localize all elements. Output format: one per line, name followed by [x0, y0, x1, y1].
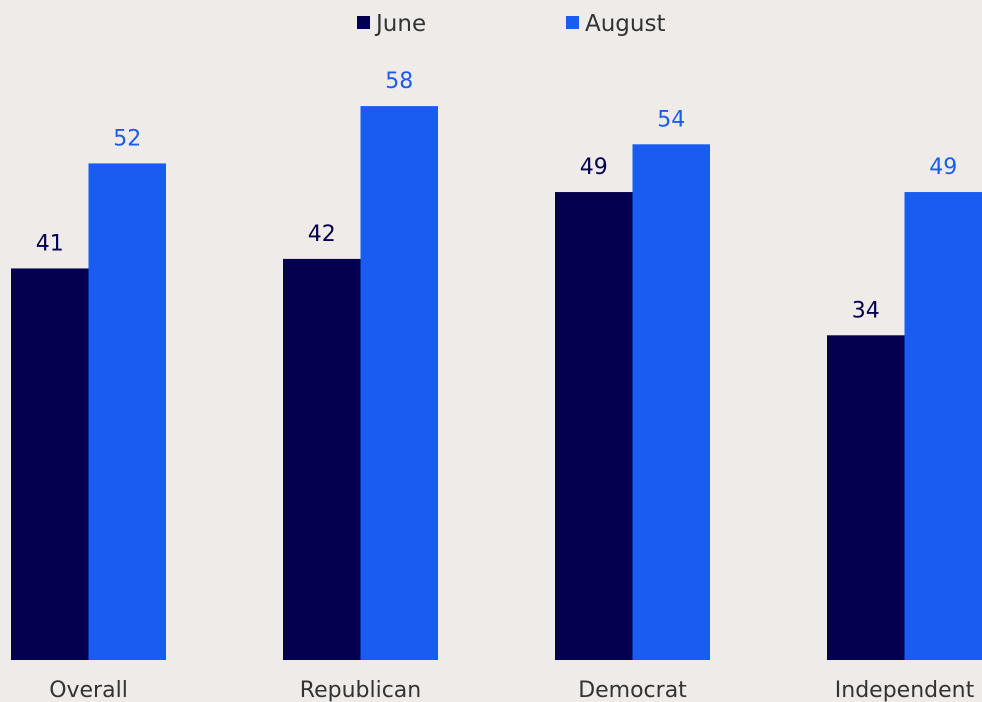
value-label-democrat-june: 49: [580, 155, 608, 180]
value-label-independent-august: 49: [929, 155, 957, 180]
bar-democrat-august: [632, 144, 710, 661]
category-label-democrat: Democrat: [578, 678, 687, 702]
legend-label-august: August: [585, 11, 666, 37]
bar-independent-june: [827, 335, 905, 660]
bar-overall-august: [88, 163, 166, 660]
value-label-overall-june: 41: [36, 231, 64, 256]
value-label-overall-august: 52: [113, 126, 141, 151]
value-label-republican-august: 58: [385, 69, 413, 94]
bars: [11, 106, 982, 661]
legend: June August: [357, 11, 666, 37]
value-labels: 41 52 42 58 49 54 34 49: [36, 69, 958, 323]
value-label-independent-june: 34: [852, 298, 880, 323]
category-label-republican: Republican: [300, 678, 421, 702]
bar-republican-june: [283, 258, 361, 660]
category-label-overall: Overall: [49, 678, 128, 702]
bar-independent-august: [904, 192, 982, 661]
value-label-democrat-august: 54: [657, 107, 685, 132]
value-label-republican-june: 42: [308, 222, 336, 247]
category-label-independent: Independent: [835, 678, 975, 702]
legend-label-june: June: [374, 11, 426, 37]
bar-democrat-june: [555, 192, 633, 661]
legend-swatch-june: [357, 16, 370, 29]
legend-swatch-august: [566, 16, 579, 29]
bar-republican-august: [360, 106, 438, 661]
category-labels: Overall Republican Democrat Independent: [49, 678, 974, 702]
bar-overall-june: [11, 268, 89, 660]
